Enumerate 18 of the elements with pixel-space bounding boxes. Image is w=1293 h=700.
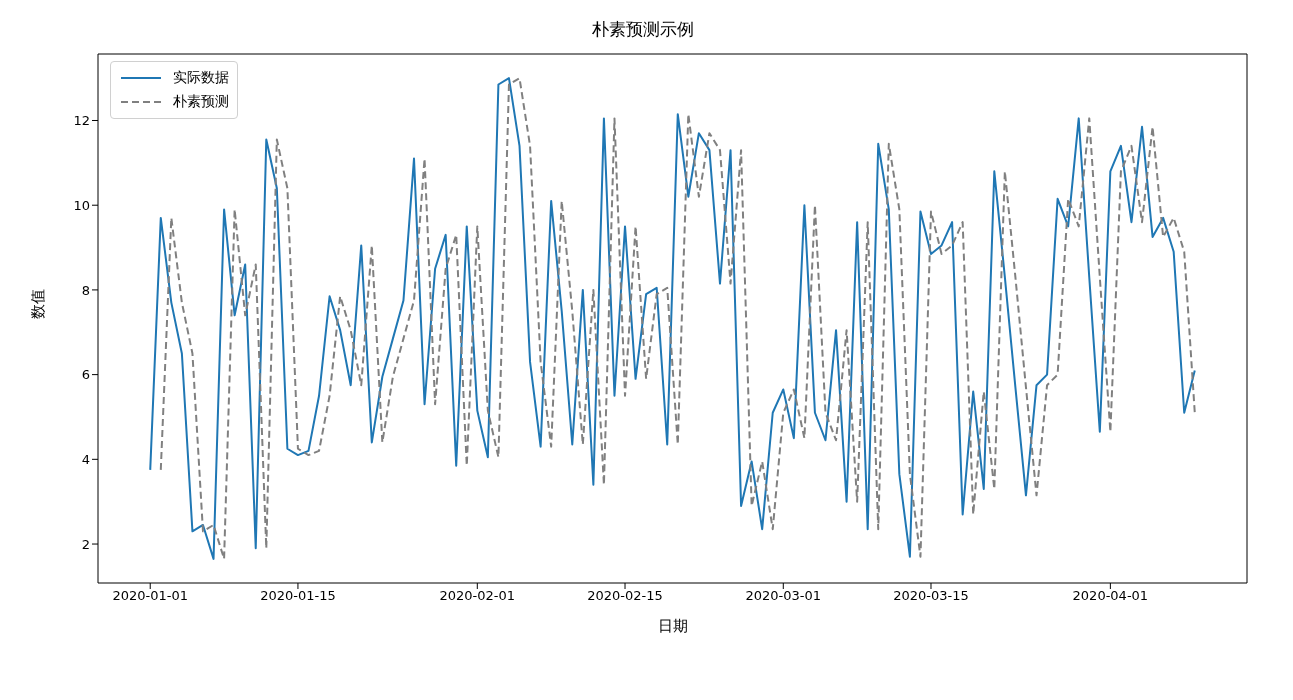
x-tick-label: 2020-01-15 xyxy=(260,588,336,604)
y-tick-label: 12 xyxy=(73,113,90,129)
legend-label: 实际数据 xyxy=(173,69,229,87)
x-tick-label: 2020-03-01 xyxy=(745,588,822,604)
x-axis-title: 日期 xyxy=(657,617,688,635)
legend-label: 朴素预测 xyxy=(173,93,229,111)
x-tick-label: 2020-01-01 xyxy=(112,588,189,604)
y-tick-label: 4 xyxy=(81,451,90,467)
y-tick-label: 6 xyxy=(81,367,90,383)
y-tick-label: 8 xyxy=(81,282,90,298)
x-tick-label: 2020-04-01 xyxy=(1072,588,1149,604)
x-tick-label: 2020-03-15 xyxy=(893,588,969,604)
x-tick-label: 2020-02-15 xyxy=(587,588,663,604)
y-tick-label: 2 xyxy=(81,536,90,552)
y-axis-title: 数值 xyxy=(29,288,48,319)
x-tick-label: 2020-02-01 xyxy=(439,588,516,604)
y-tick-label: 10 xyxy=(73,197,90,213)
chart-title: 朴素预测示例 xyxy=(591,18,695,41)
